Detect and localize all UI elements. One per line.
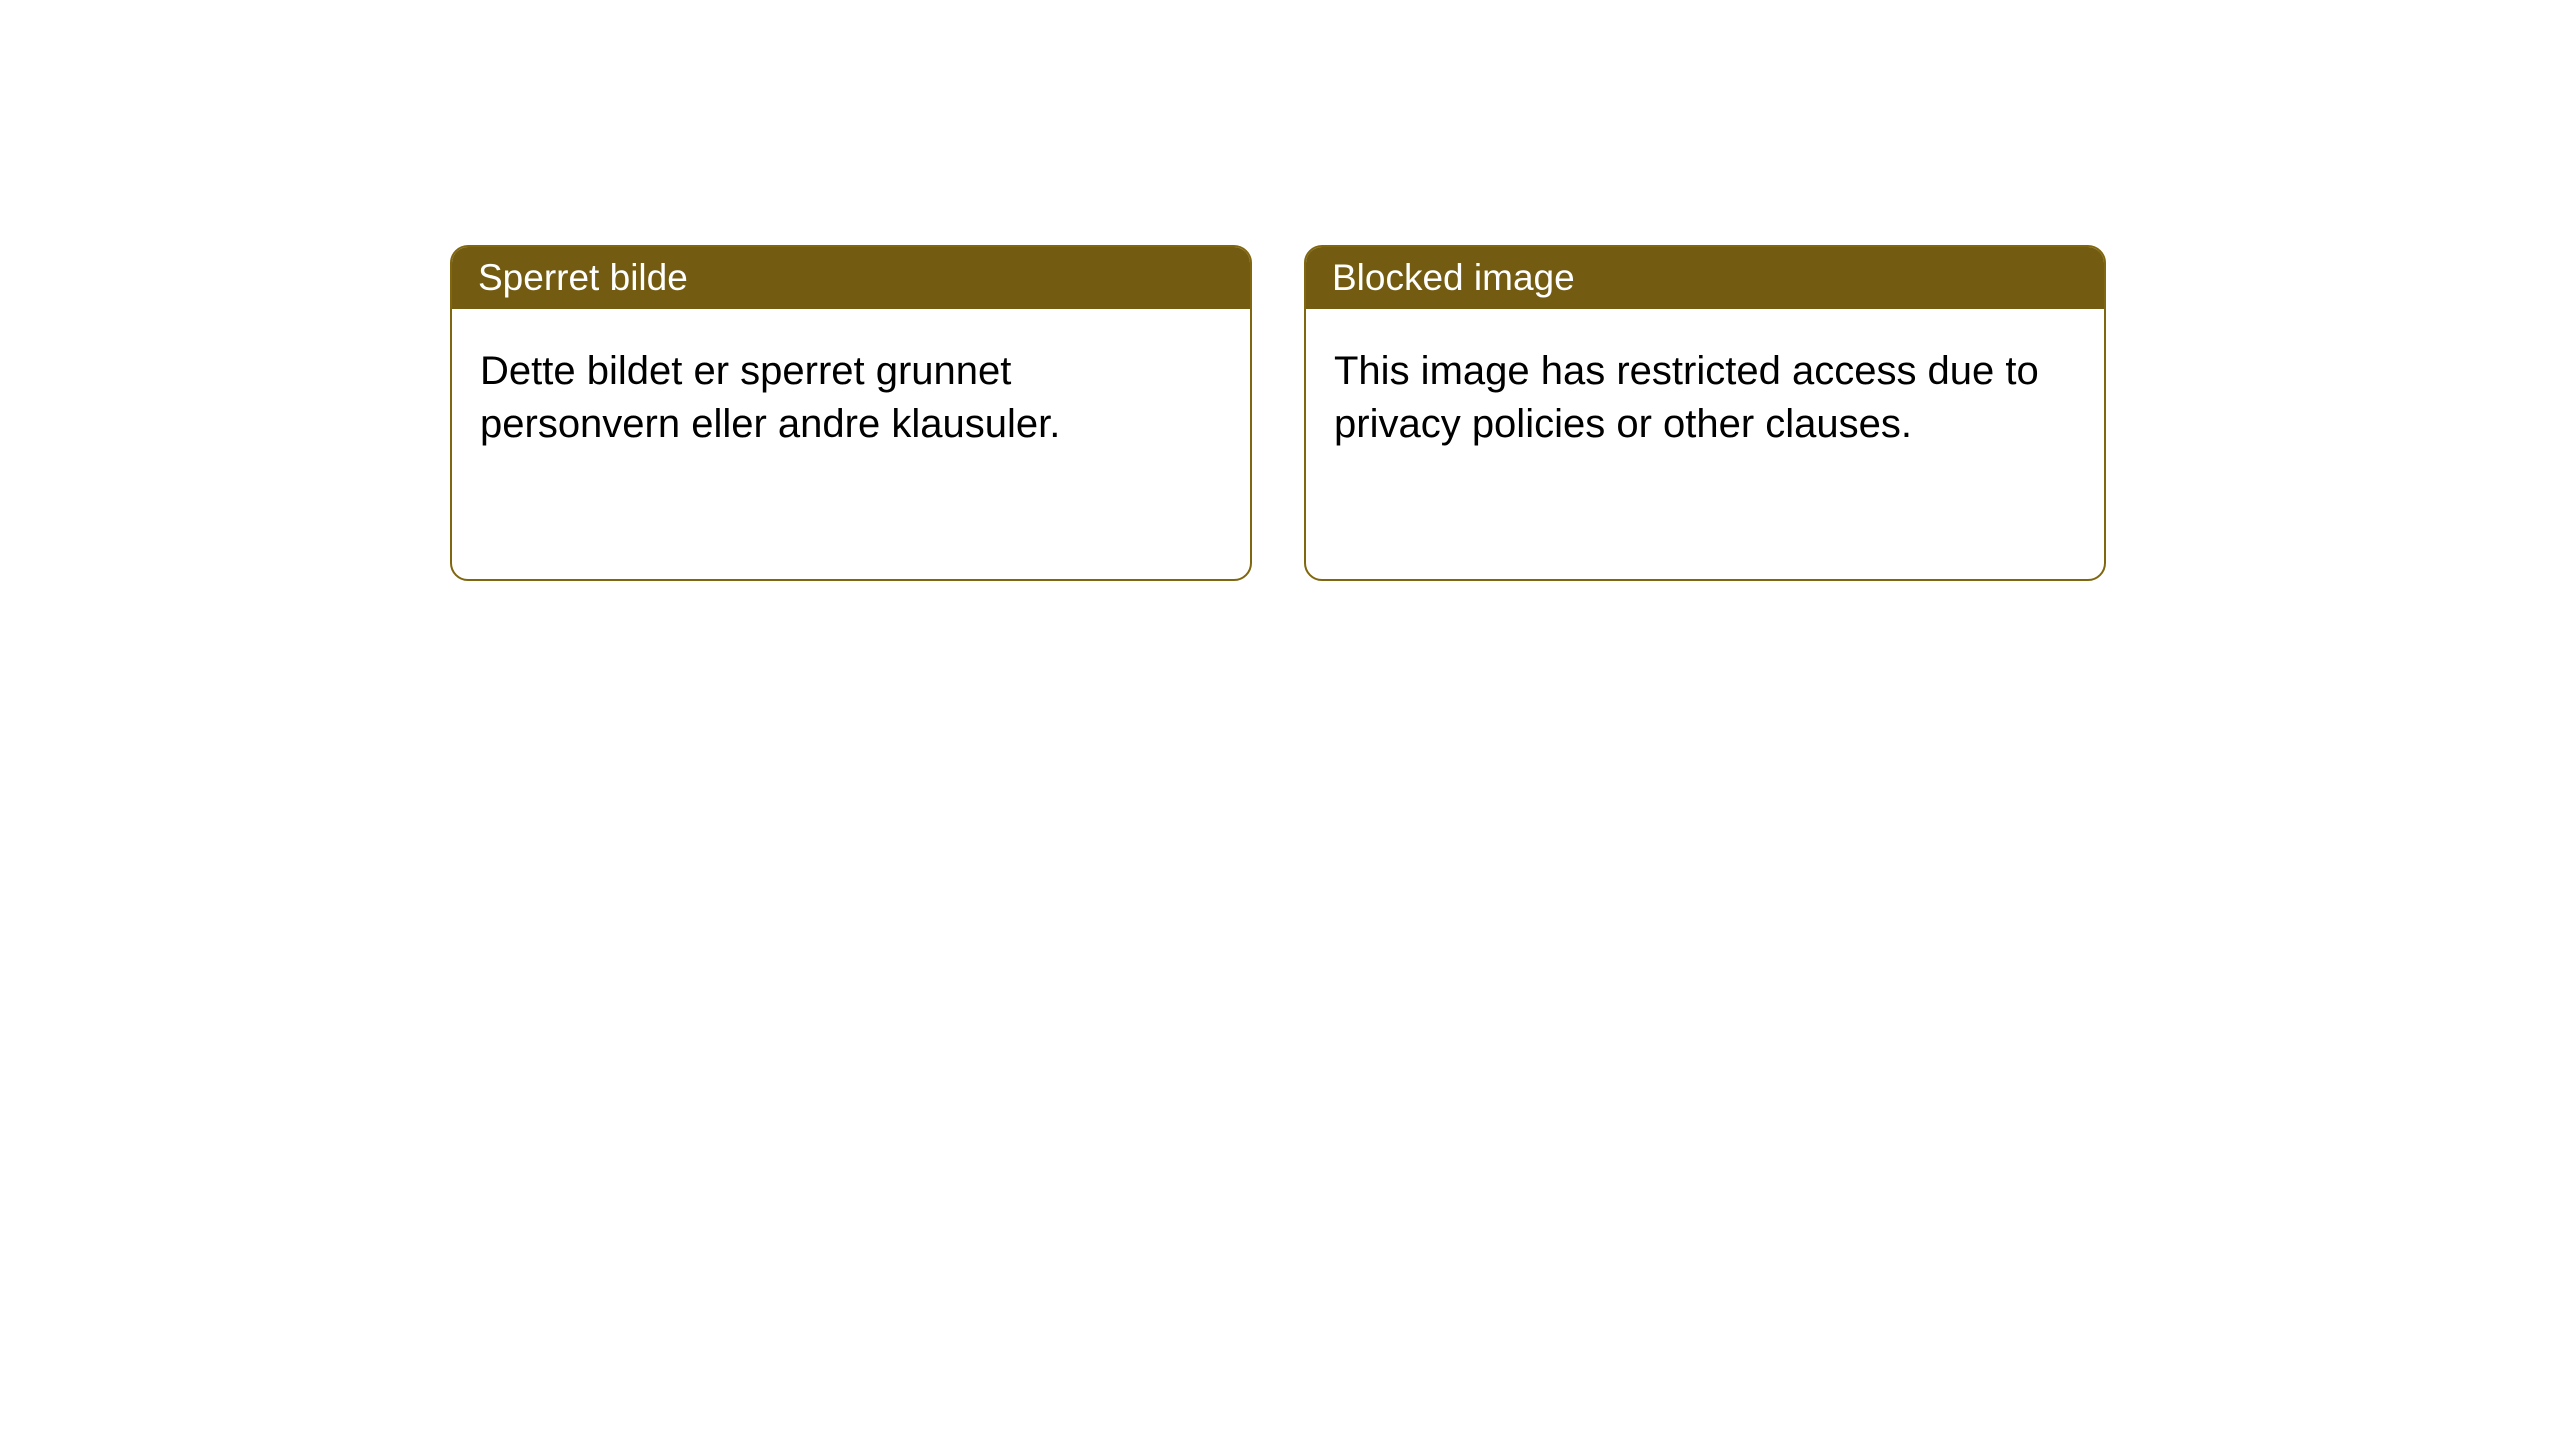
notice-body: Dette bildet er sperret grunnet personve… bbox=[452, 309, 1250, 579]
notice-header: Sperret bilde bbox=[452, 247, 1250, 309]
notice-header: Blocked image bbox=[1306, 247, 2104, 309]
notice-body: This image has restricted access due to … bbox=[1306, 309, 2104, 579]
notice-card-english: Blocked image This image has restricted … bbox=[1304, 245, 2106, 581]
notice-cards-container: Sperret bilde Dette bildet er sperret gr… bbox=[450, 245, 2106, 581]
notice-card-norwegian: Sperret bilde Dette bildet er sperret gr… bbox=[450, 245, 1252, 581]
